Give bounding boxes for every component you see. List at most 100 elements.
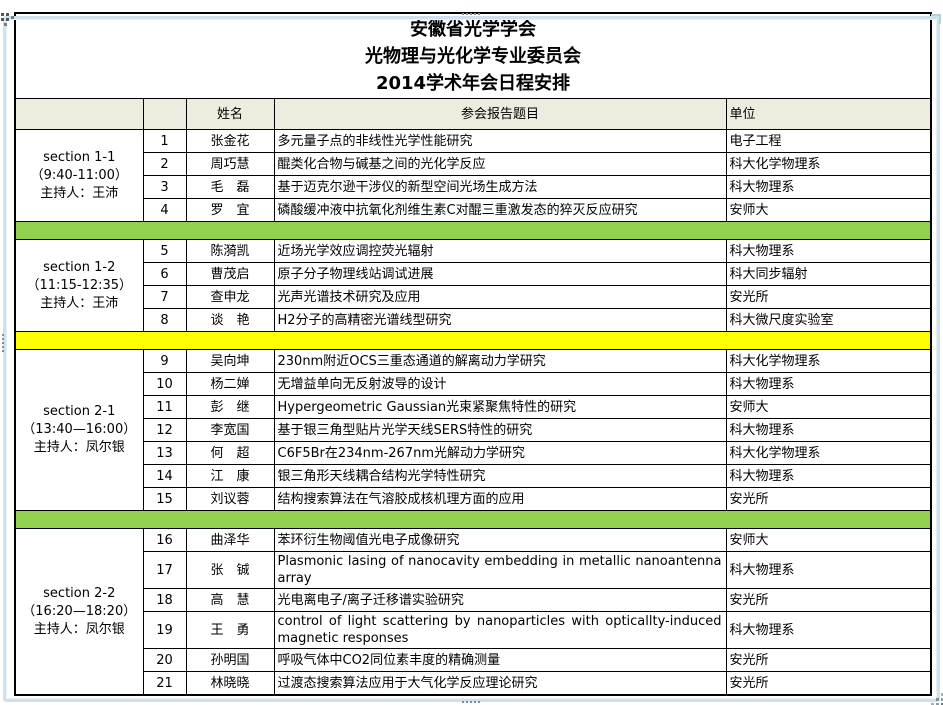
object-selection-frame xyxy=(3,16,940,702)
row-number: 6 xyxy=(142,262,187,286)
section-label: section 1-2 （11:15-12:35） 主持人：王沛 xyxy=(14,239,144,332)
green-separator xyxy=(14,221,932,240)
left-grip-icon[interactable] xyxy=(2,334,4,336)
presenter-name: 张 铖 xyxy=(185,551,275,589)
table-row: section 1-2 （11:15-12:35） 主持人：王沛 5 陈漪凯 近场光学效应… xyxy=(14,239,932,332)
section-label-line: （11:15-12:35） xyxy=(26,277,133,293)
title-line-3: 2014学术年会日程安排 xyxy=(375,72,571,94)
presenter-name: 周巧慧 xyxy=(185,152,275,176)
section-label: section 2-1 （13:40—16:00） 主持人：凤尔银 xyxy=(14,349,144,511)
affiliation: 科大微尺度实验室 xyxy=(725,308,932,332)
section-label-line: section 1-2 xyxy=(43,259,116,275)
top-grip-icon[interactable] xyxy=(462,13,464,15)
header-name: 姓名 xyxy=(185,98,275,130)
section-label: section 1-1 （9:40-11:00） 主持人：王沛 xyxy=(14,129,144,222)
affiliation: 科大化学物理系 xyxy=(725,441,932,465)
row-number: 20 xyxy=(142,648,187,672)
section-label-line: （16:20—18:20） xyxy=(22,603,137,619)
section-label-line: 主持人：凤尔银 xyxy=(33,440,125,455)
bottom-grip-icon[interactable] xyxy=(462,701,464,703)
presenter-name: 江 康 xyxy=(185,464,275,488)
section-label-line: section 2-2 xyxy=(43,585,116,601)
row-number: 8 xyxy=(142,308,187,332)
title-line-1: 安徽省光学学会 xyxy=(410,18,537,40)
header-row: 姓名 参会报告题目 单位 xyxy=(14,98,932,130)
affiliation: 安光所 xyxy=(725,285,932,309)
table-row: 10 杨二婵 无增益单向无反射波导的设计 科大物理系 xyxy=(15,372,932,396)
presenter-name: 吴向坤 xyxy=(185,349,275,373)
talk-title: 银三角形天线耦合结构光学特性研究 xyxy=(273,464,727,488)
table-row: 15 刘议蓉 结构搜索算法在气溶胶成核机理方面的应用 安光所 xyxy=(15,487,932,511)
affiliation: 科大化学物理系 xyxy=(725,349,932,373)
table-row: 14 江 康银三角形天线耦合结构光学特性研究 科大物理系 xyxy=(15,464,932,488)
table-row: 13 何 超 C6F5Br在234nm-267nm光解动力学研究 科大化学物理系 xyxy=(15,441,932,465)
table-row: section 1-1 （9:40-11:00） 主持人：王沛 1 张金花 多元量子点的非… xyxy=(14,129,932,222)
header-talk-title: 参会报告题目 xyxy=(273,98,727,130)
row-number: 9 xyxy=(142,349,187,373)
presenter-name: 毛 磊 xyxy=(185,175,275,199)
section-label-line: 主持人：凤尔银 xyxy=(33,621,125,637)
talk-title: 磷酸缓冲液中抗氧化剂维生素C对醌三重激发态的猝灭反应研究 xyxy=(273,198,727,222)
presenter-name: 李宽国 xyxy=(185,418,275,442)
section-label-line: section 1-1 xyxy=(43,149,116,165)
talk-title: 结构搜索算法在气溶胶成核机理方面的应用 xyxy=(273,487,727,511)
presenter-name: 查申龙 xyxy=(185,285,275,309)
presenter-name: 陈漪凯 xyxy=(185,239,275,263)
row-number: 12 xyxy=(142,418,187,442)
talk-title: 无增益单向无反射波导的设计 xyxy=(273,372,727,396)
separator-row xyxy=(14,331,932,350)
talk-title: 苯环衍生物阈值光电子成像研究 xyxy=(273,528,727,552)
section-label: section 2-2 （16:20—18:20） 主持人：凤尔银 xyxy=(14,528,144,696)
table-row: 21 林晓晓 过渡态搜索算法应用于大气化学反应理论研究 安光所 xyxy=(15,671,932,696)
green-separator xyxy=(14,510,932,529)
talk-title: 基于迈克尔逊干涉仪的新型空间光场生成方法 xyxy=(273,175,727,199)
talk-title: 230nm附近OCS三重态通道的解离动力学研究 xyxy=(273,349,727,373)
separator-row xyxy=(14,510,932,529)
table-row: 12 李宽国 基于银三角型贴片光学天线SERS特性的研究 科大物理系 xyxy=(15,418,932,442)
section-label-line: （9:40-11:00） xyxy=(30,167,128,183)
affiliation: 科大化学物理系 xyxy=(725,152,932,176)
table-row: 2 周巧慧 醌类化合物与碱基之间的光化学反应 科大化学物理系 xyxy=(15,152,932,176)
schedule-table: 安徽省光学学会 光物理与光化学专业委员会 2014学术年会日程安排 姓名 参会报… xyxy=(14,12,933,696)
talk-title: 光电离电子/离子迁移谱实验研究 xyxy=(273,588,727,612)
table-move-handle-icon[interactable] xyxy=(1,13,4,16)
top-right-corner-mark-icon xyxy=(931,14,941,24)
presenter-name: 孙明国 xyxy=(185,648,275,672)
separator-row xyxy=(14,221,932,240)
affiliation: 科大物理系 xyxy=(725,239,932,263)
resize-grip-icon[interactable] xyxy=(936,698,939,701)
talk-title: C6F5Br在234nm-267nm光解动力学研究 xyxy=(273,441,727,465)
row-number: 14 xyxy=(142,464,187,488)
table-row: 20 孙明国 呼吸气体中CO2同位素丰度的精确测量 安光所 xyxy=(15,648,932,672)
talk-title: 醌类化合物与碱基之间的光化学反应 xyxy=(273,152,727,176)
talk-title: 多元量子点的非线性光学性能研究 xyxy=(273,129,727,153)
talk-title: 基于银三角型贴片光学天线SERS特性的研究 xyxy=(273,418,727,442)
table-row: 17 张 铖 Plasmonic lasing of nanocavity embe… xyxy=(15,551,932,589)
presenter-name: 何 超 xyxy=(185,441,275,465)
row-number: 19 xyxy=(142,611,187,649)
title-line-2: 光物理与光化学专业委员会 xyxy=(365,45,582,67)
section-label-line: （13:40—16:00） xyxy=(22,422,137,437)
affiliation: 科大物理系 xyxy=(725,611,932,649)
talk-title: control of light scattering by nanoparti… xyxy=(273,611,727,649)
table-row: section 2-2 （16:20—18:20） 主持人：凤尔银 16 曲泽华 苯环衍生… xyxy=(14,528,932,696)
table-row: 7 查申龙 光声光谱技术研究及应用 安光所 xyxy=(15,285,932,309)
section-label-line: section 2-1 xyxy=(43,404,116,419)
row-number: 4 xyxy=(142,198,187,222)
presenter-name: 彭 继 xyxy=(185,395,275,419)
talk-title: 呼吸气体中CO2同位素丰度的精确测量 xyxy=(273,648,727,672)
affiliation: 科大物理系 xyxy=(725,175,932,199)
affiliation: 安师大 xyxy=(725,528,932,552)
affiliation: 科大物理系 xyxy=(725,418,932,442)
affiliation: 安光所 xyxy=(725,588,932,612)
talk-title: 过渡态搜索算法应用于大气化学反应理论研究 xyxy=(273,671,727,696)
affiliation: 安师大 xyxy=(725,198,932,222)
talk-title: 近场光学效应调控荧光辐射 xyxy=(273,239,727,263)
table-row: section 2-1 （13:40—16:00） 主持人：凤尔银 9 吴向坤 230nm… xyxy=(14,349,932,511)
talk-title: 原子分子物理线站调试进展 xyxy=(273,262,727,286)
yellow-separator xyxy=(14,331,932,350)
presenter-name: 林晓晓 xyxy=(185,671,275,696)
row-number: 21 xyxy=(142,671,187,696)
